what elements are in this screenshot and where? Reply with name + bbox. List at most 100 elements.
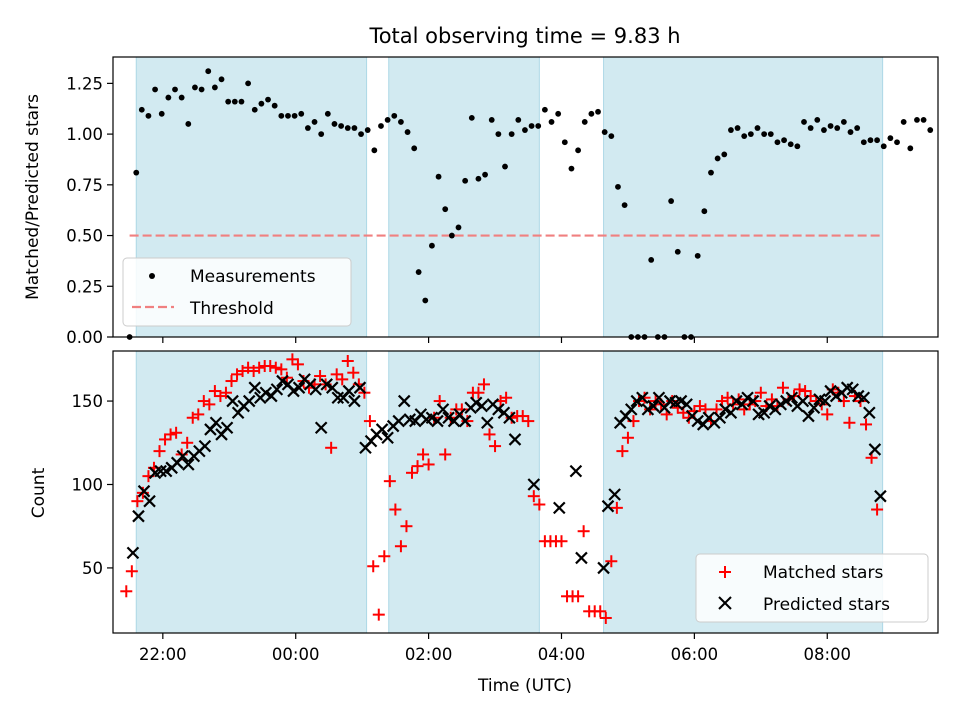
predicted-star-point bbox=[375, 423, 389, 436]
measurement-point bbox=[668, 198, 675, 204]
matched-star-point bbox=[516, 410, 529, 423]
predicted-star-point bbox=[143, 494, 156, 508]
legend-predicted-label: Predicted stars bbox=[763, 595, 890, 615]
matched-star-point bbox=[599, 611, 612, 624]
y-tick-label: 0.50 bbox=[66, 227, 103, 246]
predicted-star-point bbox=[647, 399, 660, 413]
predicted-star-point bbox=[325, 381, 339, 394]
legend-predicted-marker bbox=[718, 596, 732, 610]
legend-threshold-label: Threshold bbox=[189, 299, 274, 319]
measurement-point bbox=[721, 151, 728, 158]
measurement-point bbox=[298, 110, 305, 117]
measurement-point bbox=[435, 173, 442, 180]
measurement-point bbox=[794, 143, 801, 150]
measurement-point bbox=[548, 119, 555, 125]
measurement-point bbox=[714, 155, 721, 162]
figure-title: Total observing time = 9.83 h bbox=[368, 24, 680, 48]
measurement-points bbox=[126, 68, 934, 340]
count-legend: Matched stars Predicted stars bbox=[695, 553, 929, 623]
predicted-star-point bbox=[552, 501, 566, 515]
y-tick-label: 0.25 bbox=[66, 277, 103, 296]
measurement-point bbox=[482, 171, 488, 178]
measurement-point bbox=[251, 106, 258, 113]
predicted-star-point bbox=[209, 416, 223, 430]
measurement-point bbox=[495, 131, 502, 138]
ratio-legend: Measurements Threshold bbox=[122, 257, 352, 327]
matched-star-point bbox=[500, 391, 513, 404]
matched-star-point bbox=[131, 495, 144, 508]
matched-star-point bbox=[208, 385, 221, 398]
measurement-point bbox=[555, 110, 562, 117]
measurement-point bbox=[371, 147, 378, 154]
y-tick-label: 0.75 bbox=[66, 176, 103, 195]
matched-star-point bbox=[325, 441, 338, 454]
predicted-star-point bbox=[226, 394, 239, 408]
measurement-point bbox=[502, 163, 508, 170]
measurement-point bbox=[761, 131, 768, 138]
matched-star-point bbox=[417, 448, 430, 461]
measurement-point bbox=[847, 129, 854, 135]
matched-star-point bbox=[341, 355, 354, 368]
predicted-star-point bbox=[652, 391, 666, 404]
predicted-star-point bbox=[309, 383, 322, 396]
measurement-point bbox=[894, 139, 900, 146]
measurement-point bbox=[338, 123, 345, 129]
matched-star-point bbox=[383, 475, 396, 488]
matched-star-point bbox=[489, 440, 502, 453]
measurement-point bbox=[138, 106, 145, 113]
measurement-point bbox=[448, 232, 455, 239]
matched-star-point bbox=[555, 535, 568, 548]
measurement-point bbox=[311, 119, 318, 125]
measurement-point bbox=[575, 147, 582, 154]
measurement-point bbox=[874, 137, 880, 144]
predicted-star-point bbox=[527, 478, 541, 491]
measurement-point bbox=[867, 137, 874, 144]
measurement-point bbox=[608, 133, 615, 140]
predicted-star-point bbox=[868, 443, 882, 456]
measurement-point bbox=[581, 119, 588, 125]
measurement-point bbox=[391, 112, 398, 119]
matched-star-point bbox=[291, 358, 304, 371]
measurement-point bbox=[741, 133, 748, 140]
measurement-point bbox=[701, 208, 708, 215]
matched-star-point bbox=[219, 386, 232, 399]
measurement-point bbox=[508, 131, 515, 138]
predicted-star-point bbox=[353, 381, 367, 394]
matched-star-point bbox=[572, 590, 585, 603]
measurement-point bbox=[225, 98, 232, 105]
x-tick-label: 00:00 bbox=[272, 645, 320, 664]
measurement-point bbox=[211, 84, 218, 91]
measurement-point bbox=[422, 297, 429, 304]
matched-star-point bbox=[286, 353, 299, 366]
predicted-star-point bbox=[220, 421, 234, 435]
predicted-star-point bbox=[624, 403, 638, 416]
predicted-star-point bbox=[154, 464, 167, 478]
measurement-point bbox=[468, 114, 475, 121]
matched-star-point bbox=[422, 458, 435, 471]
matched-star-point bbox=[275, 363, 288, 376]
measurement-point bbox=[145, 112, 152, 119]
predicted-star-point bbox=[680, 398, 693, 411]
measurement-point bbox=[568, 165, 575, 172]
measurement-point bbox=[415, 269, 422, 275]
measurement-point bbox=[535, 123, 542, 129]
measurement-point bbox=[595, 108, 601, 115]
measurement-point bbox=[185, 121, 192, 127]
measurement-point bbox=[920, 116, 927, 123]
measurement-point bbox=[198, 86, 205, 93]
observing-windows bbox=[135, 56, 884, 338]
predicted-star-point bbox=[248, 381, 262, 394]
matched-star-point bbox=[439, 448, 452, 461]
measurement-point bbox=[860, 139, 867, 146]
observing-window-band bbox=[388, 56, 540, 338]
observing-window-band bbox=[388, 350, 540, 634]
measurement-point bbox=[854, 125, 861, 131]
measurement-point bbox=[674, 248, 681, 255]
matched-star-point bbox=[269, 361, 282, 374]
matched-star-point bbox=[264, 360, 277, 373]
measurement-point bbox=[398, 119, 404, 125]
predicted-star-point bbox=[270, 383, 284, 396]
measurement-point bbox=[411, 145, 418, 152]
measurement-point bbox=[488, 116, 495, 123]
